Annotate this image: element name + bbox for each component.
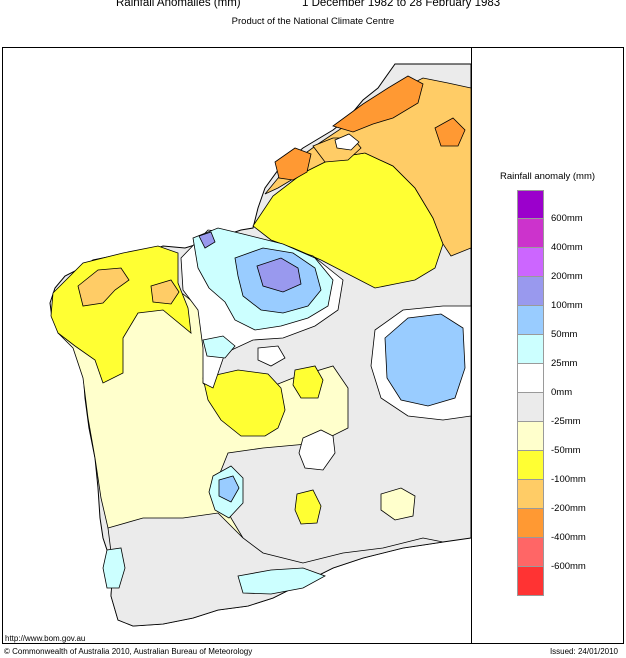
zone-dry-200-400-kimberley-west [274, 147, 312, 181]
zone-dry-25-50-east [380, 487, 416, 521]
map-frame [2, 47, 624, 644]
legend-swatch [517, 480, 544, 509]
legend-colorbar [517, 190, 544, 596]
legend-swatch [517, 393, 544, 422]
zone-dry-50-100-south-spot [294, 489, 322, 525]
legend-swatch [517, 277, 544, 306]
legend-label: 0mm [551, 387, 573, 398]
legend-label: 400mm [551, 242, 583, 253]
legend-swatch [517, 190, 544, 219]
zone-dry-50-100-central [202, 369, 286, 437]
zone-wet-25-50-southwest [102, 547, 126, 589]
legend-swatch [517, 248, 544, 277]
frame-divider [471, 47, 472, 644]
zone-wet-0-25-kimberley [334, 133, 360, 151]
zone-dry-100-200-west [77, 267, 130, 307]
legend-label: 25mm [551, 358, 578, 369]
zone-dry-200-400-kimberley-east [434, 117, 466, 147]
legend-swatch [517, 538, 544, 567]
legend-label: -200mm [551, 503, 586, 514]
zone-wet-25-50-south-coast [237, 567, 326, 595]
legend-label: -600mm [551, 561, 586, 572]
zone-dry-100-200-west2 [150, 279, 180, 305]
map-subtitle: Product of the National Climate Centre [231, 16, 395, 27]
zone-dry-200-400-north [332, 75, 424, 133]
legend-swatch [517, 335, 544, 364]
zone-wet-100-200-pilbara-west [198, 231, 216, 249]
legend-label: -400mm [551, 532, 586, 543]
zone-wet-50-100-east [384, 313, 466, 407]
legend-label: -25mm [551, 416, 581, 427]
legend-swatch [517, 422, 544, 451]
rainfall-anomaly-map [49, 63, 471, 627]
legend-swatch [517, 567, 544, 596]
footer-url[interactable]: http://www.bom.gov.au [5, 634, 86, 643]
legend-label: 200mm [551, 271, 583, 282]
footer-issued-date: Issued: 24/01/2010 [549, 647, 618, 656]
footer-copyright: © Commonwealth of Australia 2010, Austra… [4, 647, 253, 656]
legend-swatch [517, 306, 544, 335]
map-title: Rainfall Anomalies (mm) [116, 0, 241, 9]
zone-wet-0-25-pilbara-south [257, 345, 286, 367]
legend-swatch [517, 509, 544, 538]
map-period: 1 December 1982 to 28 February 1983 [302, 0, 501, 9]
legend-label: -100mm [551, 474, 586, 485]
legend-swatch [517, 364, 544, 393]
zone-dry-50-100-east-spot [292, 365, 324, 399]
legend-label: 600mm [551, 213, 583, 224]
zone-wet-50-100-goldfields [218, 475, 240, 503]
zone-wet-25-50-pilbara-south [202, 335, 236, 359]
zone-wet-0-25-central [298, 429, 336, 471]
legend-swatch [517, 219, 544, 248]
legend-title: Rainfall anomaly (mm) [500, 171, 596, 182]
legend-label: -50mm [551, 445, 581, 456]
legend-label: 50mm [551, 329, 578, 340]
legend-swatch [517, 451, 544, 480]
legend-label: 100mm [551, 300, 583, 311]
zone-wet-100-200-pilbara [256, 257, 302, 293]
